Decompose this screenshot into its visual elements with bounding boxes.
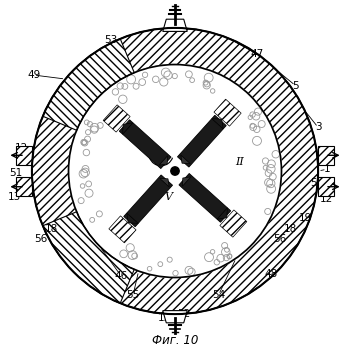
Text: 49: 49 <box>27 70 40 80</box>
Text: 1: 1 <box>323 164 330 174</box>
Bar <box>16 146 32 165</box>
Bar <box>16 177 32 196</box>
Wedge shape <box>69 107 114 243</box>
Polygon shape <box>181 155 190 164</box>
Text: 13: 13 <box>8 192 21 202</box>
Text: Фиг. 10: Фиг. 10 <box>152 334 198 347</box>
Text: 50: 50 <box>310 178 323 188</box>
Text: 46: 46 <box>114 271 127 281</box>
Wedge shape <box>111 231 247 277</box>
Text: 18: 18 <box>284 224 297 233</box>
Text: 12: 12 <box>320 194 334 204</box>
Polygon shape <box>163 19 187 31</box>
Polygon shape <box>127 213 138 223</box>
Wedge shape <box>32 28 318 314</box>
Text: V: V <box>164 192 172 202</box>
Polygon shape <box>179 173 231 222</box>
Text: 48: 48 <box>264 269 278 279</box>
Text: 19: 19 <box>299 213 313 223</box>
Polygon shape <box>214 99 241 126</box>
Text: 56: 56 <box>273 234 286 244</box>
Wedge shape <box>43 39 134 130</box>
Circle shape <box>156 152 194 190</box>
Polygon shape <box>124 175 173 227</box>
Wedge shape <box>103 65 239 111</box>
Text: 15: 15 <box>158 313 171 322</box>
Text: 53: 53 <box>104 35 117 45</box>
Text: 54: 54 <box>212 290 225 300</box>
Circle shape <box>171 167 179 175</box>
Text: 3: 3 <box>315 122 321 132</box>
Polygon shape <box>177 115 226 167</box>
Polygon shape <box>160 178 169 187</box>
Polygon shape <box>163 311 187 323</box>
Text: 18: 18 <box>44 224 58 233</box>
Bar <box>318 146 334 165</box>
Polygon shape <box>122 123 133 134</box>
Polygon shape <box>217 208 228 219</box>
Wedge shape <box>236 99 281 235</box>
Text: II: II <box>235 157 244 167</box>
Polygon shape <box>109 216 136 243</box>
Polygon shape <box>119 120 171 169</box>
Text: 56: 56 <box>34 234 47 244</box>
Polygon shape <box>103 105 130 132</box>
Polygon shape <box>182 177 191 186</box>
Bar <box>318 177 334 196</box>
Circle shape <box>93 89 257 253</box>
Text: 5: 5 <box>292 81 299 90</box>
Polygon shape <box>159 156 168 165</box>
Text: 51: 51 <box>9 168 23 178</box>
Polygon shape <box>220 210 247 237</box>
Polygon shape <box>212 119 223 129</box>
Text: 55: 55 <box>126 290 140 300</box>
Wedge shape <box>43 212 134 303</box>
Circle shape <box>32 28 318 314</box>
Text: 12: 12 <box>15 143 28 153</box>
Circle shape <box>69 65 281 277</box>
Text: 47: 47 <box>250 49 264 59</box>
Text: 52: 52 <box>177 309 190 319</box>
